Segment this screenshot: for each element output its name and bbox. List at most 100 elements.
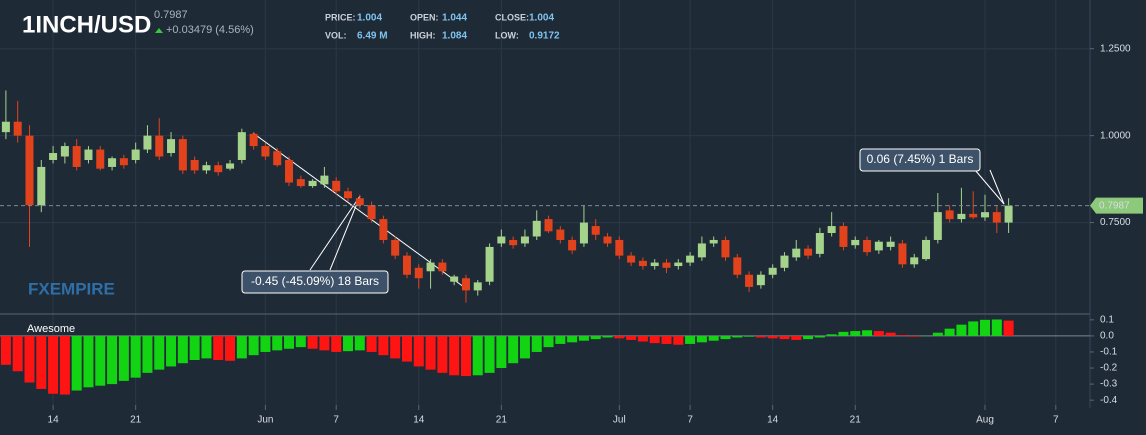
change: +0.03479 (4.56%) [166, 24, 254, 36]
osc-title: Awesome [27, 323, 75, 335]
candle-body [792, 248, 801, 258]
osc-bar [307, 335, 318, 349]
osc-bar [1003, 320, 1014, 336]
candle-body [745, 274, 754, 287]
candle-body [780, 255, 789, 268]
stat-label: HIGH: [410, 30, 436, 40]
up-arrow [155, 28, 163, 33]
candle-body [898, 243, 907, 265]
osc-bar [956, 324, 967, 336]
candle-body [662, 262, 671, 268]
candle-body [155, 135, 164, 157]
osc-bar [248, 335, 259, 356]
osc-bar [401, 335, 412, 362]
osc-bar [791, 335, 802, 340]
candle-body [1004, 205, 1013, 223]
osc-bar [803, 335, 814, 340]
candle-body [827, 226, 836, 234]
osc-bar [649, 335, 660, 344]
osc-bar [177, 335, 188, 364]
candle-body [49, 153, 58, 160]
candle-body [839, 226, 848, 247]
osc-bar [720, 335, 731, 340]
candle-body [709, 239, 718, 244]
osc-bar [968, 321, 979, 336]
osc-bar [496, 335, 507, 369]
osc-bar [437, 335, 448, 373]
candle-body [261, 146, 270, 157]
osc-bar [189, 335, 200, 360]
candle-body [343, 191, 352, 199]
osc-bar [12, 335, 23, 372]
candle-body [520, 236, 529, 244]
osc-bar [107, 335, 118, 385]
osc-bar [826, 334, 837, 336]
candle-body [933, 212, 942, 240]
osc-bar [626, 335, 637, 340]
stat-value: 0.9172 [529, 31, 560, 42]
x-tick-label: 21 [496, 415, 508, 426]
osc-bar [531, 335, 542, 352]
candle-body [72, 146, 81, 167]
osc-bar [909, 335, 920, 337]
x-tick-label: Jul [613, 415, 626, 426]
candle-body [591, 226, 600, 235]
osc-bar [932, 332, 943, 336]
candle-body [84, 149, 93, 160]
osc-bar [71, 335, 82, 391]
candle-body [249, 133, 258, 147]
candle-body [391, 239, 400, 256]
osc-bar [708, 335, 719, 341]
stat-label: CLOSE: [495, 12, 529, 22]
osc-bar [897, 335, 908, 336]
callout-line [309, 195, 361, 271]
candle-body [450, 276, 459, 282]
x-tick-label: 14 [413, 415, 425, 426]
y-tick-label: 0.7500 [1100, 217, 1131, 228]
osc-bar [944, 328, 955, 336]
osc-bar [24, 335, 35, 383]
osc-bar [590, 335, 601, 340]
candle-body [131, 149, 140, 160]
osc-bar [484, 335, 495, 373]
candle-body [756, 274, 765, 286]
symbol: 1INCH/USD [22, 11, 151, 38]
y-tick-label: -0.2 [1100, 363, 1118, 374]
osc-bar [460, 335, 471, 377]
annotation-box [859, 148, 981, 172]
candle-body [285, 159, 294, 183]
candle-body [945, 210, 954, 220]
osc-bar [755, 335, 766, 338]
osc-bar [319, 335, 330, 351]
candle-body [167, 139, 176, 154]
osc-bar [873, 331, 884, 336]
osc-bar [449, 335, 460, 376]
osc-bar [366, 335, 377, 352]
osc-bar [472, 335, 483, 376]
osc-bar [508, 335, 519, 364]
candle-body [768, 267, 777, 275]
candle-body [992, 212, 1001, 223]
osc-bar [201, 335, 212, 359]
candle-body [674, 262, 683, 267]
candle-body [37, 166, 46, 206]
osc-bar [543, 335, 554, 348]
candle-body [414, 267, 423, 279]
osc-bar [578, 335, 589, 341]
candle-body [886, 241, 895, 247]
osc-bar [696, 335, 707, 343]
candle-body [473, 282, 482, 291]
x-tick-label: Aug [976, 415, 994, 426]
osc-bar [354, 335, 365, 351]
osc-bar [614, 335, 625, 339]
candle-body [320, 175, 329, 185]
osc-bar [378, 335, 389, 356]
last-price-tag [1090, 197, 1143, 214]
candle-body [957, 213, 966, 220]
callout-line [974, 169, 1005, 205]
osc-bar [519, 335, 530, 359]
candle-body [461, 278, 470, 291]
x-tick-label: 7 [687, 415, 693, 426]
osc-bar [342, 335, 353, 352]
candle-body [532, 220, 541, 237]
